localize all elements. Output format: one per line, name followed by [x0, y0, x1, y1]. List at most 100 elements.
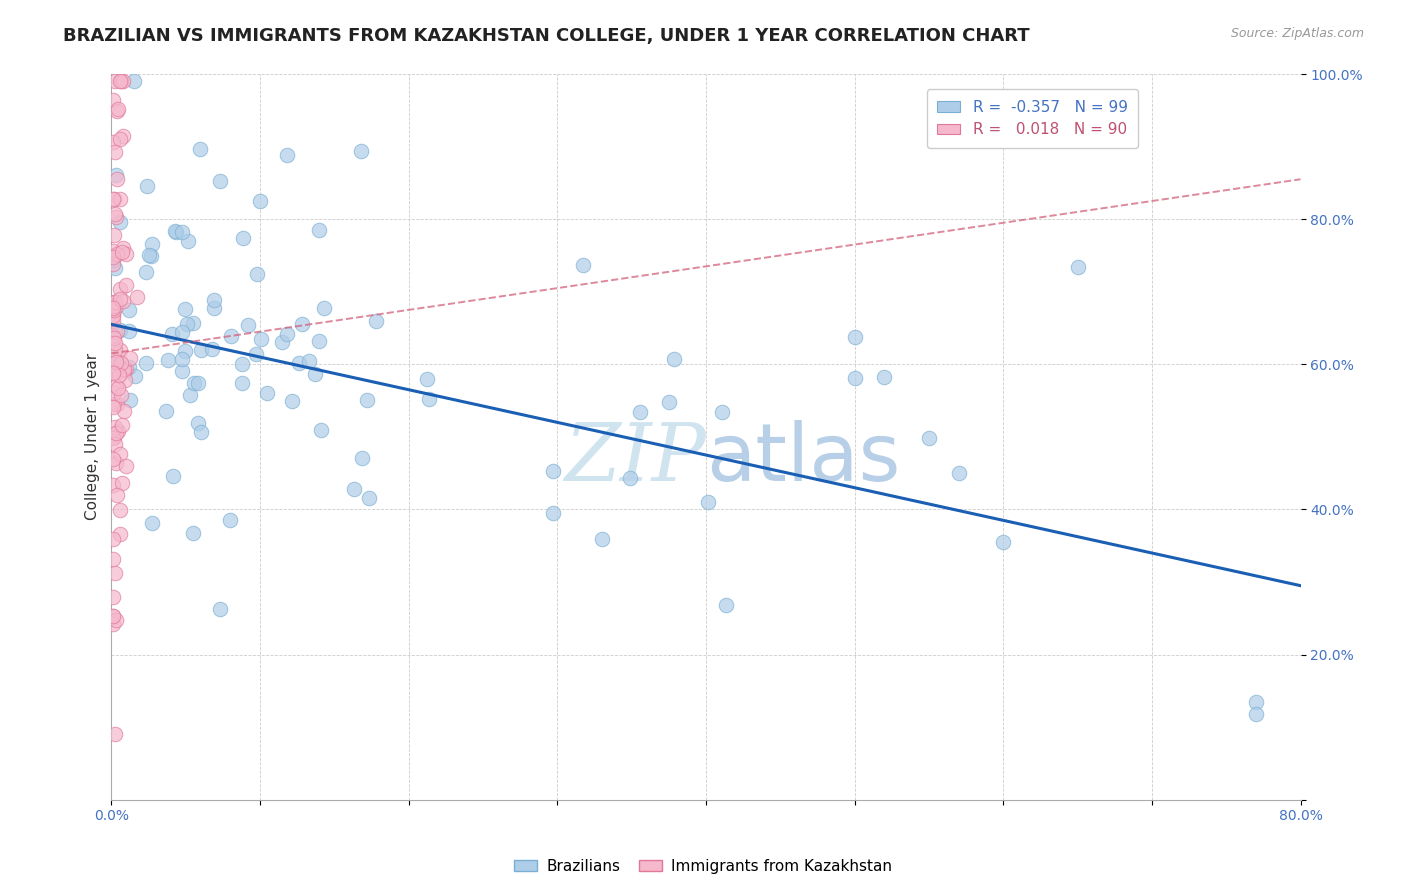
Point — [104, 74, 127, 88]
Point — [105, 488, 128, 502]
Point — [110, 502, 132, 516]
Point — [104, 426, 127, 441]
Point — [190, 425, 212, 439]
Point — [104, 260, 127, 275]
Point — [108, 282, 131, 296]
Point — [135, 356, 157, 370]
Point — [101, 299, 124, 313]
Point — [219, 329, 242, 343]
Point — [844, 330, 866, 344]
Point — [245, 346, 267, 360]
Point — [287, 356, 309, 370]
Point — [136, 179, 159, 194]
Point — [101, 552, 124, 566]
Point — [107, 353, 129, 368]
Point — [107, 381, 129, 395]
Point — [308, 334, 330, 348]
Point — [103, 532, 125, 546]
Point — [202, 301, 225, 316]
Point — [256, 386, 278, 401]
Point — [200, 342, 222, 356]
Point — [127, 290, 149, 304]
Point — [141, 516, 163, 530]
Point — [314, 301, 336, 315]
Point — [101, 431, 124, 445]
Point — [291, 317, 314, 331]
Point — [276, 148, 298, 162]
Point — [270, 334, 292, 349]
Point — [174, 343, 197, 358]
Point — [104, 420, 127, 434]
Point — [112, 128, 135, 143]
Point — [105, 299, 128, 313]
Point — [111, 245, 134, 260]
Point — [163, 224, 186, 238]
Point — [101, 590, 124, 604]
Point — [103, 228, 125, 243]
Point — [591, 532, 613, 546]
Point — [418, 392, 440, 407]
Point — [356, 392, 378, 407]
Point — [357, 491, 380, 505]
Point — [1244, 706, 1267, 721]
Point — [572, 258, 595, 272]
Point — [122, 74, 145, 88]
Point — [111, 241, 134, 255]
Point — [101, 616, 124, 631]
Point — [219, 512, 242, 526]
Legend: R =  -0.357   N = 99, R =   0.018   N = 90: R = -0.357 N = 99, R = 0.018 N = 90 — [927, 89, 1139, 148]
Point — [993, 535, 1015, 549]
Point — [101, 609, 124, 624]
Point — [181, 526, 204, 541]
Point — [105, 172, 128, 186]
Point — [103, 386, 125, 401]
Point — [114, 458, 136, 473]
Point — [187, 416, 209, 430]
Text: atlas: atlas — [706, 419, 900, 498]
Point — [104, 726, 127, 740]
Point — [155, 404, 177, 418]
Point — [118, 302, 141, 317]
Point — [104, 351, 127, 366]
Point — [124, 368, 146, 383]
Point — [110, 447, 132, 461]
Point — [231, 376, 253, 390]
Point — [105, 613, 128, 627]
Point — [172, 225, 194, 239]
Point — [101, 400, 124, 414]
Point — [103, 331, 125, 345]
Point — [697, 495, 720, 509]
Point — [111, 417, 134, 432]
Point — [101, 301, 124, 315]
Point — [103, 430, 125, 444]
Point — [101, 253, 124, 268]
Point — [103, 192, 125, 206]
Point — [415, 372, 437, 386]
Point — [104, 207, 127, 221]
Point — [844, 371, 866, 385]
Point — [141, 236, 163, 251]
Point — [110, 388, 132, 402]
Point — [105, 104, 128, 119]
Point — [111, 475, 134, 490]
Point — [104, 379, 127, 393]
Point — [174, 302, 197, 317]
Point — [110, 356, 132, 370]
Point — [281, 394, 304, 409]
Point — [105, 397, 128, 411]
Point — [202, 293, 225, 307]
Point — [619, 470, 641, 484]
Point — [110, 74, 132, 88]
Point — [105, 324, 128, 338]
Point — [103, 365, 125, 379]
Text: BRAZILIAN VS IMMIGRANTS FROM KAZAKHSTAN COLLEGE, UNDER 1 YEAR CORRELATION CHART: BRAZILIAN VS IMMIGRANTS FROM KAZAKHSTAN … — [63, 27, 1029, 45]
Point — [276, 326, 298, 341]
Legend: Brazilians, Immigrants from Kazakhstan: Brazilians, Immigrants from Kazakhstan — [508, 853, 898, 880]
Point — [249, 194, 271, 209]
Point — [103, 303, 125, 318]
Point — [714, 598, 737, 612]
Point — [101, 331, 124, 345]
Point — [209, 173, 232, 187]
Point — [112, 404, 135, 418]
Point — [543, 464, 565, 478]
